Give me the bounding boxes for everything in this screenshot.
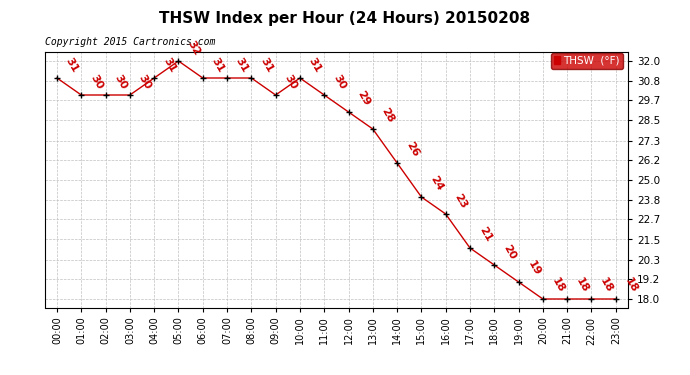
Text: 30: 30 [137, 73, 153, 91]
Text: 18: 18 [574, 276, 591, 295]
Text: 32: 32 [186, 39, 201, 57]
Text: 31: 31 [307, 56, 323, 74]
Legend: THSW  (°F): THSW (°F) [551, 53, 622, 69]
Text: 24: 24 [428, 174, 445, 193]
Text: 30: 30 [331, 73, 348, 91]
Text: 31: 31 [161, 56, 177, 74]
Text: 23: 23 [453, 192, 469, 210]
Text: 20: 20 [501, 243, 518, 261]
Text: 18: 18 [598, 276, 615, 295]
Text: 30: 30 [88, 73, 104, 91]
Text: 19: 19 [526, 259, 542, 278]
Text: 18: 18 [622, 276, 639, 295]
Text: 18: 18 [550, 276, 566, 295]
Text: THSW Index per Hour (24 Hours) 20150208: THSW Index per Hour (24 Hours) 20150208 [159, 11, 531, 26]
Text: 30: 30 [283, 73, 299, 91]
Text: 31: 31 [64, 56, 80, 74]
Text: 21: 21 [477, 225, 493, 244]
Text: 26: 26 [404, 140, 420, 159]
Text: Copyright 2015 Cartronics.com: Copyright 2015 Cartronics.com [45, 38, 215, 47]
Text: 28: 28 [380, 106, 396, 125]
Text: 30: 30 [112, 73, 129, 91]
Text: 31: 31 [234, 56, 250, 74]
Text: 31: 31 [258, 56, 275, 74]
Text: 31: 31 [210, 56, 226, 74]
Text: 29: 29 [355, 89, 372, 108]
